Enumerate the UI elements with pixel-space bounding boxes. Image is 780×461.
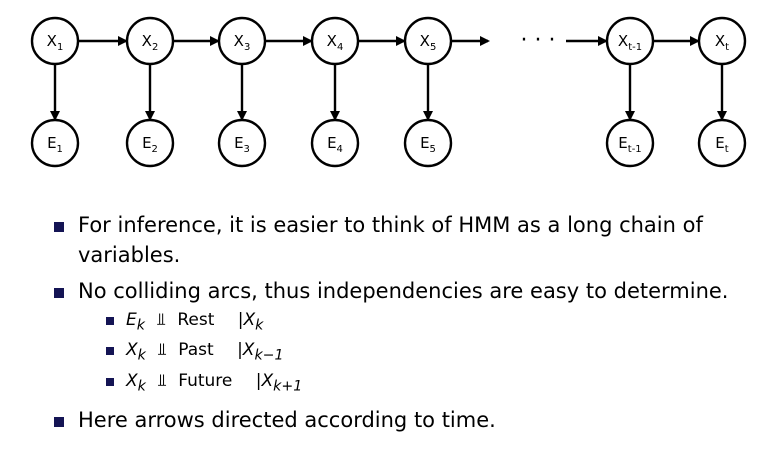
bullet-marker (106, 347, 114, 356)
hidden-node-label: X2 (142, 32, 159, 53)
independency-sublist: Ek ⫫ Rest |Xk Xk ⫫ Past |Xk−1 Xk ⫫ Futur… (78, 308, 760, 399)
evidence-node-circle (403, 118, 453, 168)
hidden-node-2: X2 (125, 16, 175, 66)
math-given-sub: k (255, 317, 264, 334)
evidence-node-label: E4 (327, 134, 343, 155)
math-rest: Rest (177, 310, 215, 330)
bullet-text: No colliding arcs, thus independencies a… (78, 279, 729, 303)
math-given: |X (237, 340, 255, 361)
evidence-node-label: Et-1 (618, 134, 641, 155)
evidence-node-2: E2 (125, 118, 175, 168)
hidden-node-label: Xt-1 (618, 32, 642, 53)
math-sub: k (136, 317, 145, 334)
math-given-sub: k−1 (254, 347, 284, 364)
hidden-node-label: X4 (327, 32, 344, 53)
bullet-inference: For inference, it is easier to think of … (50, 210, 760, 270)
bullet-text: Here arrows directed according to time. (78, 408, 496, 433)
math-sub: k (137, 347, 146, 364)
evidence-node-label: E5 (420, 134, 436, 155)
bullet-marker (54, 417, 64, 428)
bullet-marker (54, 288, 64, 298)
hidden-node-label: Xt (715, 32, 729, 53)
hidden-node-t: Xt (697, 16, 747, 66)
bullet-marker (106, 377, 114, 386)
evidence-node-circle (125, 118, 175, 168)
bullet-list: For inference, it is easier to think of … (50, 210, 760, 435)
independence-symbol: ⫫ (157, 340, 167, 361)
hidden-node-circle (605, 16, 655, 66)
hidden-node-circle (125, 16, 175, 66)
hidden-node-circle (697, 16, 747, 66)
math-var: E (126, 310, 137, 330)
subbullet-evidence: Ek ⫫ Rest |Xk (104, 308, 760, 338)
hidden-node-circle (310, 16, 360, 66)
evidence-node-circle (217, 118, 267, 168)
evidence-node-label: Et (715, 134, 728, 155)
math-var: X (126, 370, 138, 391)
subbullet-future: Xk ⫫ Future |Xk+1 (104, 369, 760, 399)
bullet-independencies: No colliding arcs, thus independencies a… (50, 276, 760, 399)
hidden-node-3: X3 (217, 16, 267, 66)
hidden-node-circle (30, 16, 80, 66)
independence-symbol: ⫫ (156, 310, 166, 330)
evidence-node-circle (310, 118, 360, 168)
hidden-node-label: X3 (234, 32, 251, 53)
bullet-time-direction: Here arrows directed according to time. (50, 405, 760, 435)
evidence-node-circle (697, 118, 747, 168)
evidence-node-t-1: Et-1 (605, 118, 655, 168)
evidence-node-label: E3 (234, 134, 250, 155)
math-sub: k (137, 378, 146, 395)
hidden-node-t-1: Xt-1 (605, 16, 655, 66)
bullet-marker (106, 317, 114, 325)
hidden-node-4: X4 (310, 16, 360, 66)
hidden-node-label: X1 (47, 32, 64, 53)
evidence-node-3: E3 (217, 118, 267, 168)
evidence-node-circle (605, 118, 655, 168)
evidence-node-4: E4 (310, 118, 360, 168)
hidden-node-1: X1 (30, 16, 80, 66)
subbullet-past: Xk ⫫ Past |Xk−1 (104, 338, 760, 368)
hidden-node-circle (403, 16, 453, 66)
math-given: |X (255, 370, 274, 391)
math-rest: Future (178, 370, 233, 391)
math-given-sub: k+1 (273, 378, 303, 395)
evidence-node-circle (30, 118, 80, 168)
hidden-node-5: X5 (403, 16, 453, 66)
math-rest: Past (178, 340, 214, 361)
math-given: |X (237, 310, 256, 330)
hidden-node-circle (217, 16, 267, 66)
math-var: X (126, 340, 138, 361)
evidence-node-label: E1 (47, 134, 63, 155)
evidence-node-1: E1 (30, 118, 80, 168)
evidence-node-5: E5 (403, 118, 453, 168)
bullet-marker (54, 222, 64, 232)
hidden-node-label: X5 (420, 32, 437, 53)
evidence-node-t: Et (697, 118, 747, 168)
evidence-node-label: E2 (142, 134, 158, 155)
bullet-text: For inference, it is easier to think of … (78, 213, 703, 267)
hmm-chain-diagram: X1 X2 X3 X4 X5 Xt-1 Xt E1 E2 E3 E4 E5 Et-1 Et · · · (30, 16, 747, 168)
chain-ellipsis: · · · (521, 28, 556, 53)
independence-symbol: ⫫ (157, 370, 167, 391)
